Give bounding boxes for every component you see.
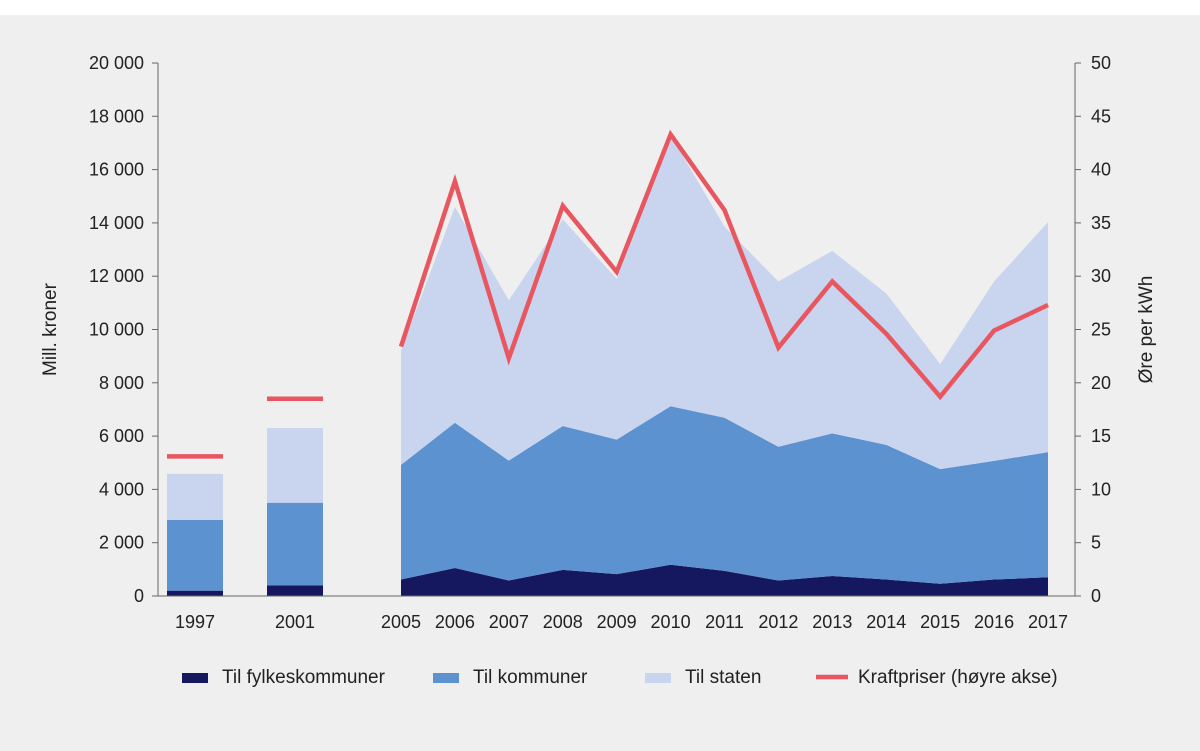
legend-label: Til kommuner <box>473 667 588 688</box>
legend: Til fylkeskommuner Til kommuner Til staten… <box>182 667 1058 688</box>
left-tick-label: 0 <box>134 586 144 606</box>
x-tick-label: 2009 <box>597 612 637 632</box>
left-axis-title: Mill. kroner <box>40 282 61 376</box>
x-tick-label: 2001 <box>275 612 315 632</box>
right-tick-label: 30 <box>1091 266 1111 286</box>
bar-2001-segment-1 <box>267 585 323 596</box>
legend-label: Kraftpriser (høyre akse) <box>858 667 1058 688</box>
left-tick-label: 20 000 <box>89 53 144 73</box>
x-tick-label: 2008 <box>543 612 583 632</box>
top-band <box>0 0 1200 15</box>
bar-2001-segment-2 <box>267 502 323 586</box>
x-tick-label: 2005 <box>381 612 421 632</box>
right-tick-label: 15 <box>1091 426 1111 446</box>
left-tick-label: 2 000 <box>99 533 144 553</box>
bar-2001-segment-3 <box>267 428 323 503</box>
left-tick-label: 14 000 <box>89 213 144 233</box>
left-tick-label: 8 000 <box>99 373 144 393</box>
left-tick-label: 10 000 <box>89 320 144 340</box>
right-tick-label: 5 <box>1091 533 1101 553</box>
x-tick-label: 2013 <box>812 612 852 632</box>
x-tick-label: 2011 <box>705 612 744 632</box>
x-tick-label: 2017 <box>1028 612 1068 632</box>
right-tick-label: 10 <box>1091 479 1111 499</box>
axes: 0 2 000 4 000 6 000 8 000 10 000 12 000 14 000 1… <box>40 53 1157 632</box>
x-tick-label: 2016 <box>974 612 1014 632</box>
legend-swatch <box>645 673 671 683</box>
x-tick-label: 2006 <box>435 612 475 632</box>
area-3 <box>401 135 1048 470</box>
legend-label: Til staten <box>685 667 761 688</box>
right-tick-label: 35 <box>1091 213 1111 233</box>
legend-swatch <box>433 673 459 683</box>
area-2 <box>401 406 1048 584</box>
left-tick-label: 18 000 <box>89 106 144 126</box>
area-layers <box>401 135 1048 596</box>
right-tick-label: 20 <box>1091 373 1111 393</box>
x-tick-label: 2015 <box>920 612 960 632</box>
bar-1997-segment-1 <box>167 590 223 596</box>
bar-1997-segment-3 <box>167 473 223 520</box>
bar-1997-segment-2 <box>167 520 223 591</box>
left-tick-label: 4 000 <box>99 479 144 499</box>
bar-layers <box>167 428 323 596</box>
left-tick-label: 6 000 <box>99 426 144 446</box>
x-tick-label: 2007 <box>489 612 529 632</box>
x-tick-label: 2014 <box>866 612 906 632</box>
right-tick-label: 40 <box>1091 160 1111 180</box>
x-tick-label: 1997 <box>175 612 215 632</box>
legend-swatch <box>182 673 208 683</box>
right-tick-label: 45 <box>1091 106 1111 126</box>
legend-label: Til fylkeskommuner <box>222 667 386 688</box>
right-axis-title: Øre per kWh <box>1136 276 1157 384</box>
left-tick-label: 16 000 <box>89 160 144 180</box>
right-tick-label: 25 <box>1091 320 1111 340</box>
price-line <box>398 129 1049 401</box>
right-tick-label: 50 <box>1091 53 1111 73</box>
price-lines <box>167 129 1049 459</box>
area-1 <box>401 564 1048 596</box>
left-tick-label: 12 000 <box>89 266 144 286</box>
x-tick-label: 2010 <box>651 612 691 632</box>
right-tick-label: 0 <box>1091 586 1101 606</box>
x-tick-label: 2012 <box>758 612 798 632</box>
